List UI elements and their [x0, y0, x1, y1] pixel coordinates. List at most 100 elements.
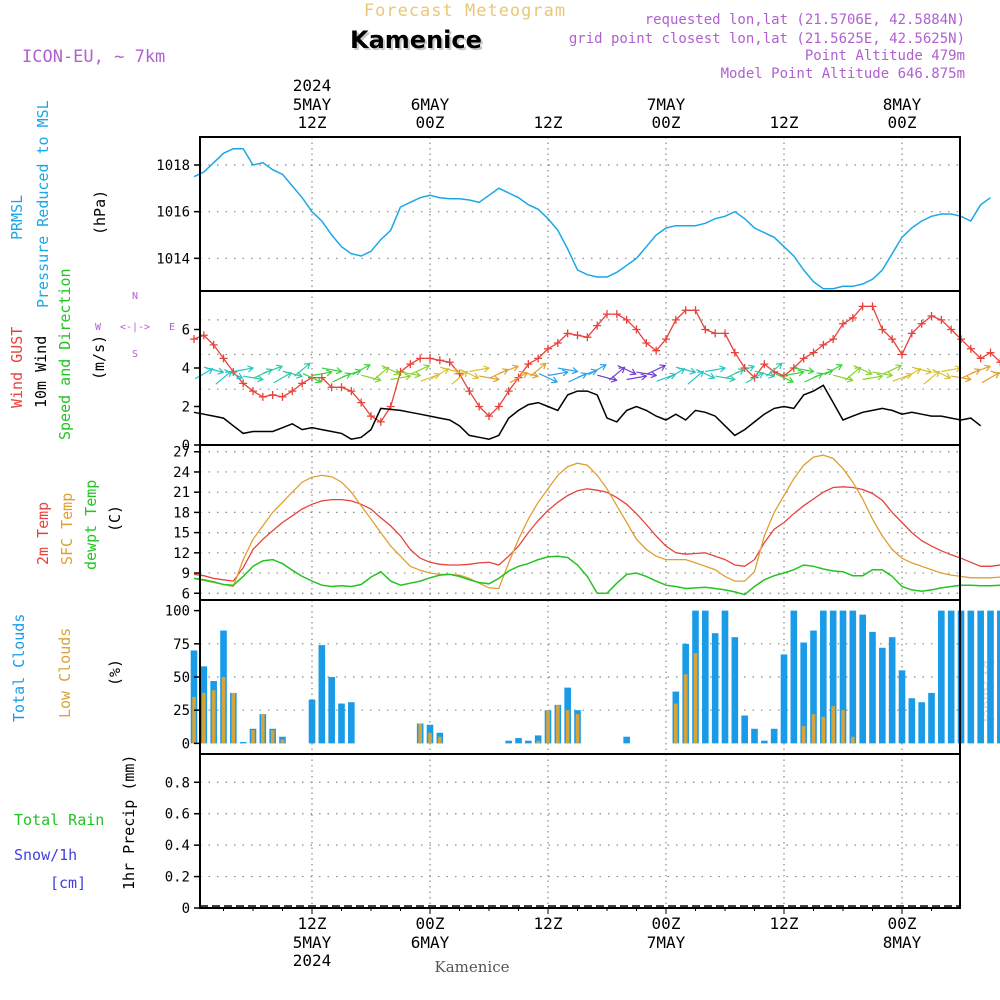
total-cloud-bar	[534, 735, 542, 744]
total-cloud-bar	[928, 692, 935, 744]
grid-point-coords: grid point closest lon,lat (21.5625E, 42…	[569, 31, 965, 47]
low-cloud-bar	[202, 692, 206, 744]
wind-arrow-head	[414, 371, 422, 379]
low-cloud-bar	[428, 732, 432, 744]
gust-marker	[603, 310, 611, 319]
gust-marker	[888, 335, 897, 344]
wind-arrow	[597, 374, 617, 381]
wind-arrow	[479, 375, 499, 381]
gust-marker	[475, 402, 484, 411]
gust-marker	[327, 383, 336, 392]
total-cloud-bar	[997, 610, 1000, 744]
dewpt-series	[193, 555, 1000, 596]
gust-marker	[642, 338, 651, 347]
y-tick-label: 0	[182, 901, 190, 917]
low-cloud-bar	[211, 690, 216, 744]
wind-arrow	[971, 365, 991, 374]
wind-arrow	[509, 372, 528, 384]
sfc-temp-series	[193, 454, 1000, 590]
t2m-series	[193, 486, 1000, 582]
meteogram-title: Forecast Meteogram	[364, 1, 566, 21]
model-label: ICON-EU, ~ 7km	[22, 47, 165, 67]
total-cloud-bar	[623, 736, 630, 744]
total-cloud-bar	[328, 677, 335, 744]
wind-arrow	[626, 375, 647, 381]
wind-series	[193, 384, 982, 440]
compass-e: E	[169, 322, 175, 333]
gust-marker	[337, 383, 346, 392]
wind-arrow	[430, 368, 449, 380]
wind-arrow	[203, 366, 224, 373]
total-cloud-bar	[879, 647, 886, 744]
gust-marker	[544, 344, 552, 353]
gust-marker	[317, 373, 326, 382]
wind-arrow	[372, 366, 389, 381]
bottom-time-label: 2024	[293, 951, 332, 970]
wind-arrow-head	[650, 371, 658, 379]
gust-marker	[563, 329, 572, 338]
pressure-axis-label: PRMSL	[8, 195, 26, 240]
wind-arrow	[715, 375, 735, 381]
gust-marker	[858, 302, 867, 311]
gust-marker	[416, 354, 425, 363]
wind-arrow	[451, 370, 468, 385]
wind-arrow	[608, 366, 625, 381]
gust-marker	[534, 354, 543, 363]
wind-arrow-head	[835, 364, 843, 371]
panel-frame	[199, 290, 961, 446]
wind-arrow	[518, 370, 539, 377]
total-cloud-bar	[947, 610, 955, 744]
low-cloud-bar	[821, 716, 826, 744]
low-cloud-bar	[683, 674, 688, 744]
gust-marker	[721, 329, 729, 338]
pressure-series	[193, 147, 991, 290]
wind-dir-axis-label: Speed and Direction	[56, 268, 74, 440]
y-tick-label: 24	[173, 465, 190, 481]
wind-arrow-head	[787, 376, 795, 384]
gust-marker	[258, 392, 267, 401]
wind-arrow	[666, 368, 685, 380]
gust-marker	[583, 333, 592, 342]
wind-arrow	[696, 369, 715, 379]
wind-arrow	[932, 369, 951, 379]
wind-arrow-head	[423, 364, 431, 371]
gust-marker	[730, 348, 739, 357]
wind-arrow-head	[886, 371, 894, 379]
top-time-label: 12Z	[298, 113, 327, 132]
gust-marker	[593, 321, 602, 330]
snow-unit: [cm]	[50, 874, 86, 892]
y-tick-label: 4	[182, 361, 190, 377]
wind-arrow	[735, 365, 755, 374]
wind-arrow	[853, 365, 872, 375]
wind-arrow-head	[571, 367, 579, 375]
wind-arrow	[282, 370, 303, 377]
wind-arrow	[352, 364, 371, 376]
wind-arrow	[530, 362, 547, 377]
gust-marker	[632, 325, 641, 334]
wind-arrow	[557, 367, 578, 373]
total-cloud-bar	[308, 699, 316, 744]
gust-marker	[347, 387, 356, 396]
wind-arrow-head	[325, 369, 333, 377]
bottom-time-label: 12Z	[298, 914, 327, 933]
gust-marker	[504, 387, 513, 396]
wind-arrow-head	[404, 373, 412, 381]
y-tick-label: 6	[182, 323, 190, 339]
wind-arrow	[588, 364, 607, 376]
gust-marker	[367, 412, 375, 421]
wind-arrow-head	[610, 375, 618, 383]
y-tick-label: 2	[182, 400, 190, 416]
y-tick-label: 25	[173, 703, 190, 719]
low-cloud-bar	[536, 740, 540, 744]
y-tick-label: 0	[182, 438, 190, 454]
total-cloud-bar	[918, 702, 925, 744]
wind-arrow	[824, 364, 843, 376]
wind-arrow	[783, 371, 804, 377]
wind-arrow-head	[846, 375, 854, 383]
low-cloud-bar	[811, 714, 816, 744]
wind-arrow	[636, 371, 657, 377]
low-cloud-bar	[221, 677, 226, 744]
total-cloud-bar	[938, 610, 945, 744]
wind-arrow	[911, 366, 932, 373]
